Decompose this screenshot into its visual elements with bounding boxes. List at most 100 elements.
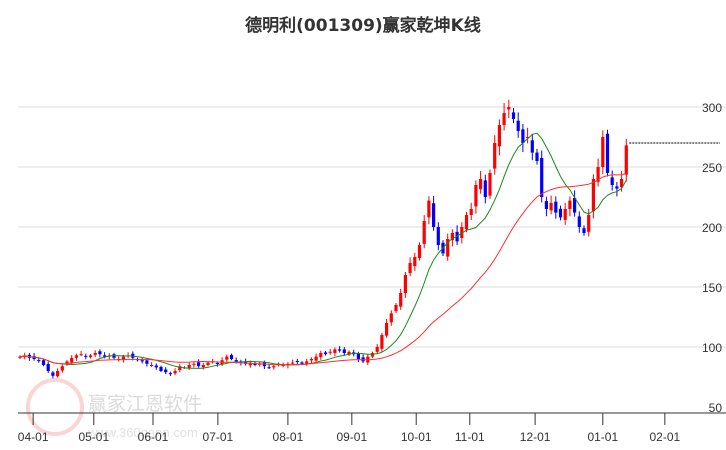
candle-body [417,245,422,259]
x-tick-label: 02-01 [649,430,680,444]
candle-body [65,361,69,365]
y-axis-ticks: 300 250 200 150 100 50 [702,101,722,415]
candle-body [624,145,628,175]
candle-body [577,216,581,227]
x-tick-label: 11-01 [455,430,485,444]
candle-body [450,233,454,241]
candle-body [51,372,55,376]
x-axis-ticks: 04-01 05-01 06-01 07-01 08-01 09-01 10-01 11-01… [18,413,681,444]
candle-body [192,363,196,365]
grid-lines [18,106,726,348]
candle-body [154,365,158,368]
candle-body [164,369,168,373]
candle-body [605,133,610,173]
candle-body [234,360,238,362]
x-tick-label: 05-01 [78,430,109,444]
watermark-url: www.360gann.com [87,425,198,440]
candle-body [121,356,125,360]
candle-body [323,352,328,355]
candle-body [347,351,351,355]
x-tick-label: 07-01 [203,430,234,444]
candle-body [168,373,172,375]
candle-body [300,362,304,364]
candle-body [563,209,567,220]
candle-body [511,112,516,119]
candle-body [493,143,497,169]
candle-body [356,353,360,359]
y-tick-label: 200 [702,221,722,235]
candle-body [187,365,191,368]
short-ma-line [19,132,627,369]
candle-body [74,355,78,358]
candle-body [610,177,614,185]
candle-body [215,362,219,364]
candle-body [483,180,487,197]
candle-body [403,275,407,293]
candle-body [41,360,46,365]
x-tick-label: 12-01 [520,430,551,444]
candle-body [18,356,22,358]
candle-body [93,353,97,355]
candle-body [37,360,41,362]
candle-body [521,129,525,143]
candle-body [314,356,318,361]
candle-body [291,362,295,364]
candle-body [197,362,201,367]
candles [18,99,628,379]
candle-body [267,367,271,369]
candle-body [436,227,440,245]
candle-body [526,137,530,139]
candle-body [540,157,544,197]
y-tick-label: 250 [702,161,722,175]
candle-body [601,137,605,167]
candle-body [497,125,501,147]
candle-body [596,167,600,182]
candle-body [60,366,64,371]
candle-body [394,305,398,312]
candle-body [145,360,149,364]
candle-body [582,228,586,233]
candle-body [225,356,229,360]
moving-averages [19,132,627,369]
candle-body [507,107,511,110]
watermark-brand: 赢家江恩软件 [88,393,202,415]
candle-body [56,371,60,377]
candle-body [474,185,478,207]
candle-body [88,355,93,358]
candle-body [229,354,234,359]
candle-body [591,179,595,212]
candle-body [615,186,619,189]
x-tick-label: 01-01 [587,430,618,444]
candle-body [258,363,262,365]
candle-body [338,349,342,351]
candle-body [309,359,313,361]
candle-body [380,335,384,349]
candle-body [568,200,572,209]
y-tick-label: 150 [702,281,722,295]
candle-body [620,179,624,188]
candle-body [140,360,144,362]
candle-body [516,120,520,131]
candle-body [206,362,210,365]
x-tick-label: 10-01 [401,430,432,444]
candle-body [544,201,548,209]
x-tick-label: 04-01 [18,430,49,444]
seal-icon [26,378,84,436]
candle-body [173,371,177,374]
candle-body [248,362,252,366]
candle-body [79,354,83,356]
candle-body [573,197,577,213]
candle-body [328,351,332,353]
candle-body [502,113,506,125]
y-tick-label: 100 [702,341,722,355]
x-tick-label: 08-01 [273,430,304,444]
candle-body [342,349,346,353]
candle-body [558,208,563,218]
candle-body [432,203,436,227]
candle-body [535,152,539,161]
candle-body [159,366,163,371]
candle-body [84,355,88,357]
candle-body [549,203,553,211]
candle-body [201,365,205,368]
